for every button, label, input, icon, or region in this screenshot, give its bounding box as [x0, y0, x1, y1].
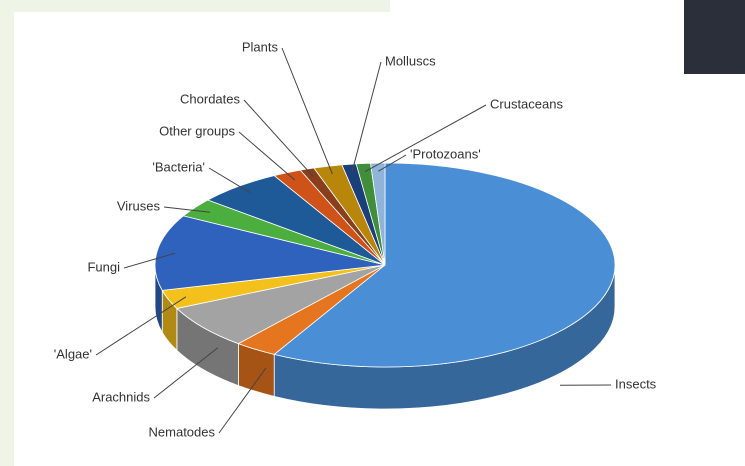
- slice-label: Nematodes: [149, 424, 216, 439]
- slice-label: Viruses: [117, 198, 161, 213]
- leader-line: [123, 252, 176, 269]
- slice-label: Crustaceans: [490, 96, 563, 111]
- leader-line: [238, 131, 296, 181]
- pie-slice: [370, 162, 386, 266]
- pie-slice: [273, 162, 616, 368]
- leader-line: [351, 61, 382, 173]
- leader-line: [153, 347, 219, 399]
- photo-thumbnail: [684, 0, 745, 74]
- leader-line: [364, 104, 487, 173]
- slice-label: 'Algae': [54, 346, 92, 361]
- slice-label: Other groups: [159, 123, 235, 138]
- slice-label: 'Protozoans': [410, 146, 481, 161]
- left-strip: [0, 0, 14, 466]
- pie-slice: [176, 264, 386, 345]
- slice-label: 'Bacteria': [152, 159, 205, 174]
- leader-line: [163, 206, 211, 213]
- leader-line: [281, 47, 333, 175]
- top-strip: [0, 0, 390, 12]
- pie-slice: [154, 215, 386, 291]
- leader-line: [95, 296, 187, 356]
- labels: Insects Nematodes Arachnids 'Algae' Fungi Vir…: [54, 39, 657, 439]
- leader-line: [218, 367, 267, 434]
- slice-label: Plants: [242, 39, 279, 54]
- slice-label: Chordates: [180, 91, 240, 106]
- leader-line: [378, 154, 407, 172]
- slice-label: Insects: [615, 376, 657, 391]
- pie-tops: [154, 162, 616, 368]
- slice-label: Fungi: [87, 259, 120, 274]
- slice-label: Arachnids: [92, 389, 150, 404]
- leader-line: [208, 167, 251, 194]
- leader-line: [243, 99, 314, 178]
- slice-label: Molluscs: [385, 53, 436, 68]
